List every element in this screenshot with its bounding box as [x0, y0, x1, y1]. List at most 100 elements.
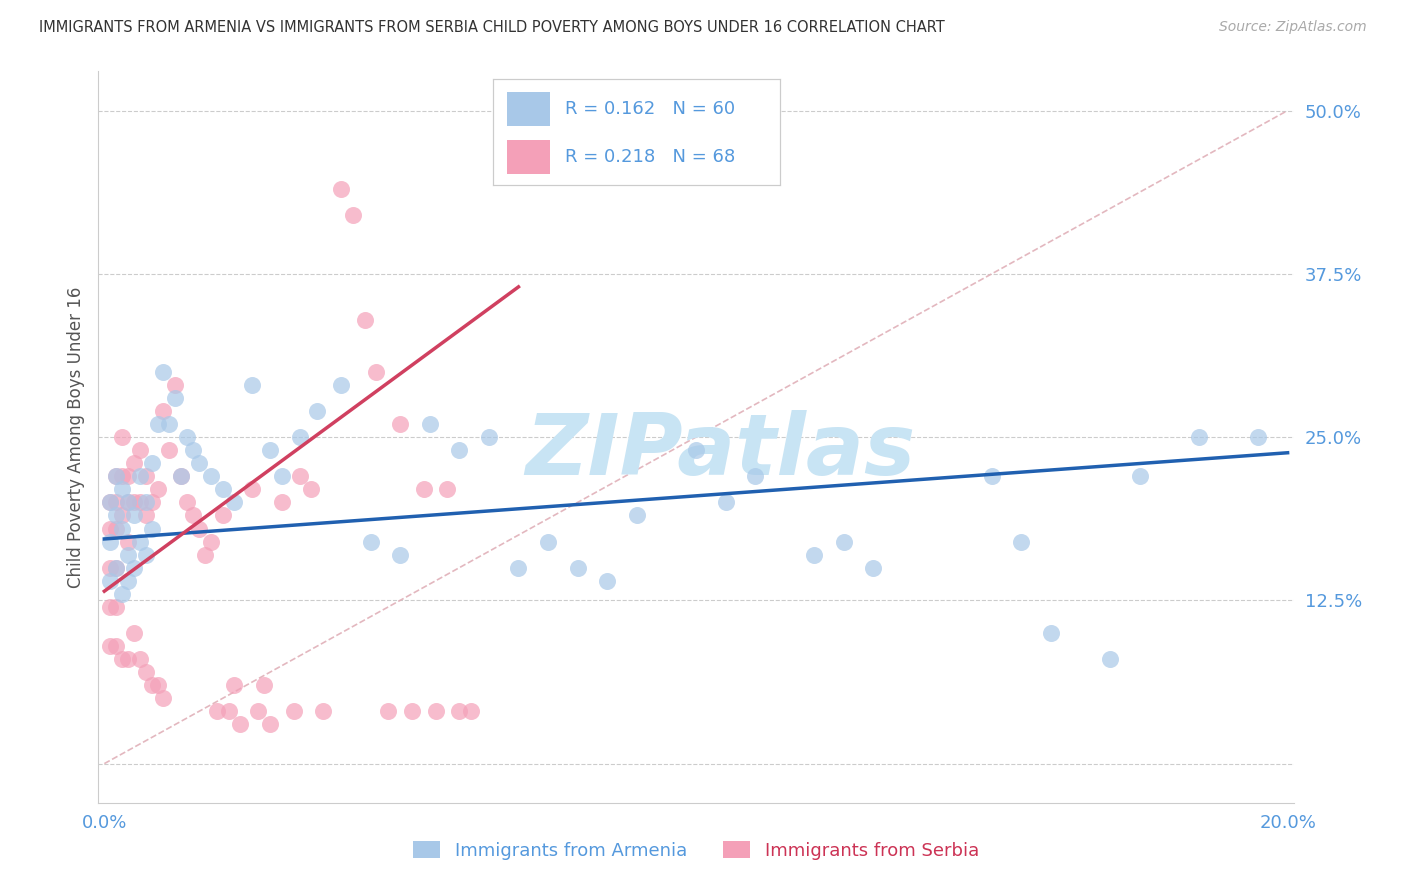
Legend: Immigrants from Armenia, Immigrants from Serbia: Immigrants from Armenia, Immigrants from…	[406, 834, 986, 867]
Point	[240, 377, 263, 392]
Point	[288, 469, 311, 483]
Point	[176, 495, 198, 509]
Point	[211, 483, 233, 497]
Point	[117, 548, 139, 562]
Point	[194, 548, 217, 562]
Text: IMMIGRANTS FROM ARMENIA VS IMMIGRANTS FROM SERBIA CHILD POVERTY AMONG BOYS UNDER: IMMIGRANTS FROM ARMENIA VS IMMIGRANTS FR…	[39, 20, 945, 35]
Point	[288, 430, 311, 444]
Point	[312, 705, 335, 719]
Point	[128, 469, 150, 483]
Point	[146, 417, 169, 431]
Point	[135, 495, 157, 509]
Point	[111, 587, 134, 601]
Point	[117, 469, 139, 483]
Point	[111, 430, 134, 444]
Point	[98, 599, 121, 614]
Point	[105, 639, 128, 653]
Point	[98, 574, 121, 588]
Point	[98, 495, 121, 509]
Point	[105, 560, 128, 574]
Point	[299, 483, 322, 497]
Point	[377, 705, 399, 719]
Point	[152, 404, 174, 418]
Point	[157, 417, 180, 431]
Point	[1099, 652, 1122, 666]
Point	[105, 508, 128, 523]
Point	[832, 534, 855, 549]
Point	[157, 443, 180, 458]
Point	[330, 377, 353, 392]
Point	[401, 705, 423, 719]
Point	[105, 495, 128, 509]
Point	[141, 521, 163, 535]
Point	[146, 678, 169, 692]
Point	[360, 534, 382, 549]
Text: Source: ZipAtlas.com: Source: ZipAtlas.com	[1219, 20, 1367, 34]
Point	[211, 508, 233, 523]
Point	[122, 456, 145, 470]
Point	[240, 483, 263, 497]
Point	[1188, 430, 1211, 444]
Point	[307, 404, 329, 418]
Point	[449, 705, 471, 719]
Point	[744, 469, 766, 483]
Point	[449, 443, 471, 458]
Point	[188, 521, 211, 535]
Point	[135, 469, 157, 483]
Point	[128, 534, 150, 549]
Point	[141, 678, 163, 692]
Point	[353, 312, 375, 326]
Point	[170, 469, 193, 483]
Point	[117, 495, 139, 509]
Point	[1129, 469, 1152, 483]
Point	[111, 521, 134, 535]
Point	[122, 495, 145, 509]
Point	[419, 417, 441, 431]
Point	[980, 469, 1002, 483]
Point	[135, 548, 157, 562]
Point	[105, 521, 128, 535]
Point	[685, 443, 707, 458]
Point	[170, 469, 193, 483]
Point	[111, 469, 134, 483]
Point	[128, 495, 150, 509]
Point	[412, 483, 434, 497]
Point	[1010, 534, 1032, 549]
Point	[425, 705, 447, 719]
Point	[1247, 430, 1270, 444]
Point	[105, 560, 128, 574]
Point	[270, 469, 292, 483]
Point	[98, 560, 121, 574]
Point	[152, 365, 174, 379]
Point	[141, 495, 163, 509]
Point	[122, 626, 145, 640]
Point	[111, 483, 134, 497]
Point	[270, 495, 292, 509]
Point	[122, 560, 145, 574]
Point	[165, 377, 187, 392]
Point	[117, 534, 139, 549]
Point	[98, 534, 121, 549]
Y-axis label: Child Poverty Among Boys Under 16: Child Poverty Among Boys Under 16	[66, 286, 84, 588]
Point	[117, 495, 139, 509]
Point	[111, 508, 134, 523]
Point	[135, 665, 157, 680]
Point	[205, 705, 228, 719]
Point	[188, 456, 211, 470]
Point	[98, 521, 121, 535]
Point	[117, 574, 139, 588]
Point	[117, 652, 139, 666]
Point	[98, 639, 121, 653]
Point	[862, 560, 884, 574]
Point	[567, 560, 589, 574]
Point	[105, 599, 128, 614]
Point	[181, 508, 204, 523]
Point	[165, 391, 187, 405]
Point	[436, 483, 458, 497]
Point	[247, 705, 270, 719]
Point	[98, 495, 121, 509]
Point	[218, 705, 240, 719]
Point	[342, 208, 364, 222]
Point	[283, 705, 305, 719]
Point	[105, 469, 128, 483]
